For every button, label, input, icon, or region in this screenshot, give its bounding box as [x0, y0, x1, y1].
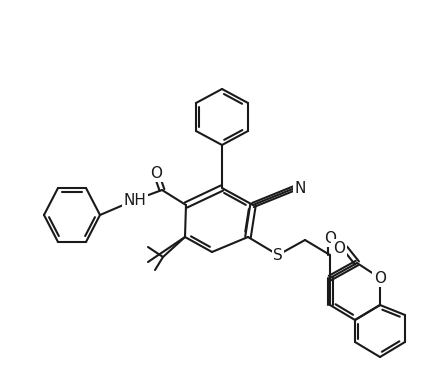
- Text: O: O: [333, 241, 345, 256]
- Text: N: N: [295, 181, 306, 196]
- Text: O: O: [374, 271, 386, 286]
- Text: S: S: [273, 248, 283, 263]
- Text: O: O: [150, 166, 162, 181]
- Text: NH: NH: [124, 192, 147, 208]
- Text: O: O: [324, 231, 336, 246]
